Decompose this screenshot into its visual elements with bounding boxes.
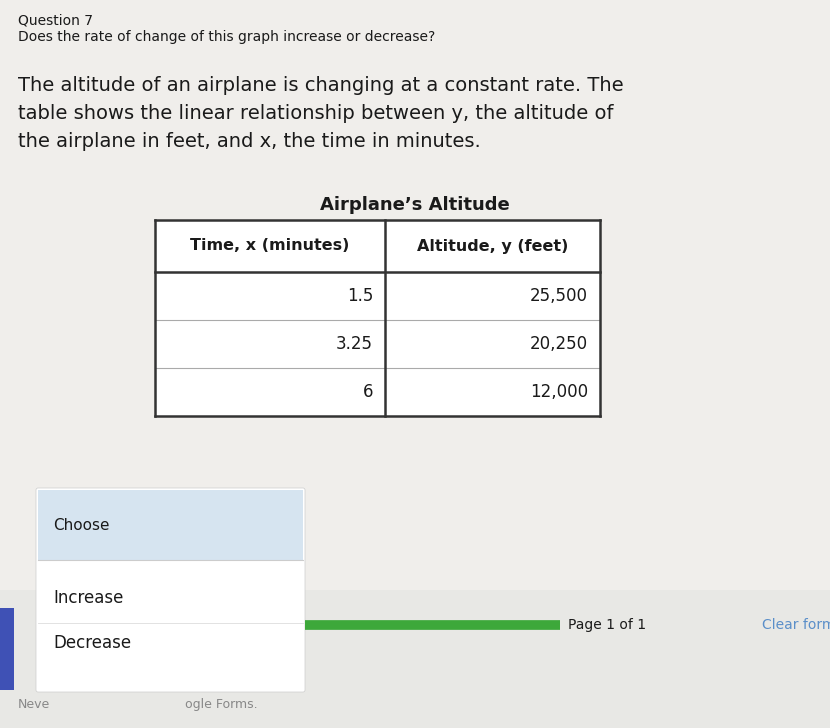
- Text: Question 7: Question 7: [18, 14, 93, 28]
- Text: Time, x (minutes): Time, x (minutes): [190, 239, 349, 253]
- Text: the airplane in feet, and x, the time in minutes.: the airplane in feet, and x, the time in…: [18, 132, 481, 151]
- Text: Clear form: Clear form: [762, 618, 830, 632]
- Text: Choose: Choose: [53, 518, 110, 532]
- Text: Increase: Increase: [53, 589, 124, 607]
- Text: 6: 6: [363, 383, 373, 401]
- Text: 3.25: 3.25: [336, 335, 373, 353]
- Text: table shows the linear relationship between y, the altitude of: table shows the linear relationship betw…: [18, 104, 613, 123]
- Text: ogle Forms.: ogle Forms.: [185, 698, 257, 711]
- Text: Altitude, y (feet): Altitude, y (feet): [417, 239, 569, 253]
- Text: 20,250: 20,250: [530, 335, 588, 353]
- Bar: [38, 490, 303, 560]
- Text: Does the rate of change of this graph increase or decrease?: Does the rate of change of this graph in…: [18, 30, 435, 44]
- Bar: [0, 608, 14, 690]
- Text: 12,000: 12,000: [530, 383, 588, 401]
- Text: 1.5: 1.5: [347, 287, 373, 305]
- Bar: [0, 590, 830, 728]
- Text: Neve: Neve: [18, 698, 51, 711]
- Text: 25,500: 25,500: [530, 287, 588, 305]
- Text: The altitude of an airplane is changing at a constant rate. The: The altitude of an airplane is changing …: [18, 76, 623, 95]
- FancyBboxPatch shape: [36, 488, 305, 692]
- Text: Page 1 of 1: Page 1 of 1: [568, 618, 646, 632]
- Text: Decrease: Decrease: [53, 634, 131, 652]
- Bar: [155, 220, 600, 416]
- Text: Airplane’s Altitude: Airplane’s Altitude: [320, 196, 510, 214]
